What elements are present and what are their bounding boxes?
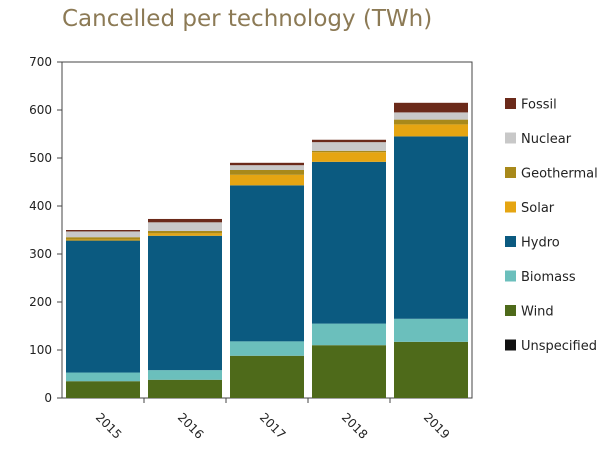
bar-segment-wind bbox=[148, 379, 222, 398]
bar-segment-solar bbox=[148, 233, 222, 236]
bar-segment-geothermal bbox=[230, 170, 304, 175]
bar-segment-biomass bbox=[394, 318, 468, 342]
y-axis: 0 100 200 300 400 500 600 700 bbox=[29, 55, 62, 405]
legend-label-hydro: Hydro bbox=[521, 236, 560, 251]
bar-segment-hydro bbox=[394, 136, 468, 319]
legend-label-biomass: Biomass bbox=[521, 270, 576, 285]
bar-segment-biomass bbox=[66, 372, 140, 382]
x-tick-label: 2018 bbox=[339, 410, 370, 441]
bar-segment-geothermal bbox=[66, 237, 140, 240]
bar-segment-hydro bbox=[66, 240, 140, 373]
legend-label-nuclear: Nuclear bbox=[521, 132, 572, 147]
y-tick-label: 200 bbox=[29, 295, 52, 309]
x-tick-label: 2015 bbox=[93, 410, 124, 441]
bar-segment-solar bbox=[312, 152, 386, 162]
y-tick-label: 500 bbox=[29, 151, 52, 165]
legend-swatch-unspecified bbox=[505, 339, 516, 351]
legend-label-unspecified: Unspecified bbox=[521, 339, 597, 354]
legend-swatch-geothermal bbox=[505, 167, 516, 178]
legend-label-geothermal: Geothermal bbox=[521, 167, 598, 182]
bar-segment-geothermal bbox=[394, 119, 468, 125]
legend-label-fossil: Fossil bbox=[521, 98, 557, 113]
x-tick-label: 2016 bbox=[175, 410, 206, 441]
bar-segment-hydro bbox=[230, 185, 304, 342]
bar-segment-fossil bbox=[66, 230, 140, 232]
bar-segment-biomass bbox=[148, 370, 222, 380]
legend-swatch-solar bbox=[505, 201, 516, 213]
bar-segment-nuclear bbox=[312, 142, 386, 151]
x-tick-label: 2017 bbox=[257, 410, 288, 441]
bar-segment-solar bbox=[66, 239, 140, 241]
legend-swatch-wind bbox=[505, 305, 516, 316]
bar-segment-fossil bbox=[148, 218, 222, 223]
y-tick-label: 0 bbox=[44, 391, 52, 405]
legend-label-solar: Solar bbox=[521, 201, 555, 216]
legend-swatch-fossil bbox=[505, 98, 516, 109]
bar-segment-solar bbox=[394, 124, 468, 137]
chart-title: Cancelled per technology (TWh) bbox=[62, 6, 433, 32]
bar-segment-nuclear bbox=[66, 231, 140, 238]
bar-segment-hydro bbox=[148, 235, 222, 371]
legend: Fossil Nuclear Geothermal Solar Hydro Biomass… bbox=[505, 98, 598, 354]
bar-segment-wind bbox=[312, 345, 386, 398]
bars bbox=[66, 102, 468, 398]
x-tick-label: 2019 bbox=[421, 410, 452, 441]
bar-segment-wind bbox=[66, 381, 140, 398]
bar-segment-wind bbox=[394, 341, 468, 398]
bar-segment-wind bbox=[230, 355, 304, 398]
bar-segment-geothermal bbox=[312, 150, 386, 153]
bar-segment-fossil bbox=[230, 162, 304, 166]
legend-label-wind: Wind bbox=[521, 305, 554, 320]
bar-segment-nuclear bbox=[230, 165, 304, 170]
y-tick-label: 400 bbox=[29, 199, 52, 213]
y-tick-label: 100 bbox=[29, 343, 52, 357]
bar-segment-fossil bbox=[312, 139, 386, 143]
y-tick-label: 300 bbox=[29, 247, 52, 261]
bar-segment-nuclear bbox=[148, 222, 222, 231]
bar-segment-hydro bbox=[312, 161, 386, 324]
bar-segment-fossil bbox=[394, 102, 468, 113]
bar-segment-biomass bbox=[312, 323, 386, 346]
legend-swatch-biomass bbox=[505, 270, 516, 282]
bar-segment-nuclear bbox=[394, 112, 468, 120]
bar-segment-solar bbox=[230, 174, 304, 186]
x-axis: 2015 2016 2017 2018 2019 bbox=[93, 398, 452, 442]
y-tick-label: 700 bbox=[29, 55, 52, 69]
legend-swatch-hydro bbox=[505, 236, 516, 247]
bar-segment-biomass bbox=[230, 341, 304, 356]
legend-swatch-nuclear bbox=[505, 132, 516, 144]
bar-segment-geothermal bbox=[148, 230, 222, 234]
y-tick-label: 600 bbox=[29, 103, 52, 117]
